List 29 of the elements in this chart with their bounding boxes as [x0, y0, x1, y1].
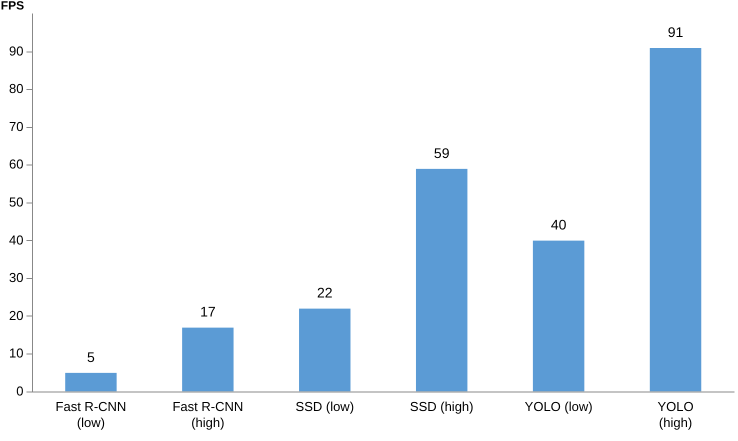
data-label: 91	[668, 24, 684, 40]
y-tick-label: 10	[8, 346, 24, 361]
y-axis-title: FPS	[0, 0, 24, 12]
data-label: 5	[87, 348, 96, 365]
y-tick-label: 70	[8, 118, 24, 134]
y-tick-label: 90	[8, 43, 24, 58]
x-tick-label: YOLO (high)	[657, 399, 694, 430]
y-tick-label: 60	[8, 156, 24, 172]
y-tick-label: 80	[8, 81, 24, 96]
x-tick-label: SSD (high)	[410, 399, 474, 414]
y-tick-label: 50	[8, 194, 24, 210]
x-tick-label: SSD (low)	[296, 399, 354, 414]
bar	[65, 372, 117, 392]
bar	[532, 240, 584, 392]
x-tick-label: YOLO (low)	[524, 399, 593, 414]
y-tick-label: 20	[8, 308, 24, 323]
bar	[182, 328, 234, 392]
data-label: 17	[200, 303, 216, 320]
x-tick-label: Fast R-CNN (low)	[56, 399, 126, 430]
bar	[650, 48, 702, 392]
y-tick-label: 40	[8, 232, 24, 248]
bar	[299, 308, 350, 392]
data-label: 40	[550, 216, 567, 233]
x-tick-label: Fast R-CNN (high)	[172, 399, 244, 430]
y-tick-label: 30	[8, 270, 24, 286]
bar	[416, 168, 468, 392]
data-label: 22	[316, 284, 333, 301]
data-label: 59	[434, 144, 450, 161]
y-tick-label: 0	[16, 383, 24, 398]
